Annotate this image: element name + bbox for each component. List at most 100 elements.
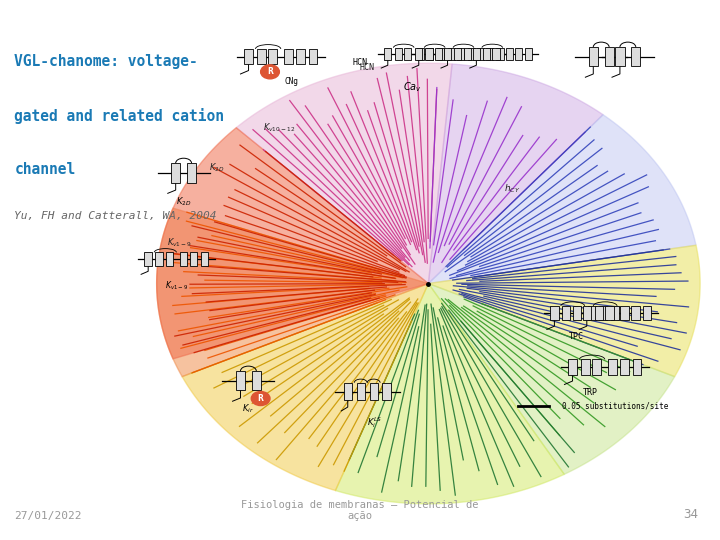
Text: $Ca_v$: $Ca_v$ — [403, 80, 422, 94]
Text: VGL-chanome: voltage-: VGL-chanome: voltage- — [14, 54, 198, 69]
Bar — [166, 252, 174, 266]
Bar — [492, 48, 500, 60]
Bar — [444, 48, 451, 60]
Text: $h_{CY}$: $h_{CY}$ — [504, 183, 521, 195]
Bar — [454, 48, 462, 60]
Text: 27/01/2022: 27/01/2022 — [14, 511, 82, 521]
Bar — [343, 383, 352, 400]
Text: R: R — [267, 68, 273, 76]
Bar — [633, 360, 642, 375]
Polygon shape — [157, 208, 428, 376]
Bar — [296, 49, 305, 64]
Bar — [631, 306, 639, 321]
Bar — [284, 49, 293, 64]
Text: 34: 34 — [683, 508, 698, 521]
Bar — [599, 306, 607, 321]
Bar — [486, 48, 493, 60]
Polygon shape — [157, 128, 428, 359]
Bar — [589, 47, 598, 66]
Bar — [356, 383, 365, 400]
Polygon shape — [336, 284, 564, 504]
Bar — [426, 48, 433, 60]
Text: Yu, FH and Catterall, WA, 2004: Yu, FH and Catterall, WA, 2004 — [14, 211, 217, 221]
Bar — [562, 306, 570, 321]
Bar — [620, 360, 629, 375]
Bar — [257, 49, 266, 64]
Bar — [236, 371, 245, 390]
Bar — [606, 306, 613, 321]
Circle shape — [261, 65, 279, 79]
Text: $K_{ir}$: $K_{ir}$ — [243, 402, 254, 415]
Polygon shape — [236, 63, 452, 284]
Bar — [395, 48, 402, 60]
Bar — [467, 48, 474, 60]
Bar — [309, 49, 318, 64]
Bar — [605, 47, 613, 66]
Text: HCN: HCN — [360, 63, 375, 72]
Text: TRP: TRP — [583, 388, 598, 397]
Bar — [435, 48, 442, 60]
Text: $K_{v1-9}$: $K_{v1-9}$ — [167, 237, 192, 249]
Bar — [179, 252, 187, 266]
Bar — [621, 306, 629, 321]
Bar — [171, 163, 180, 183]
Text: gated and related cation: gated and related cation — [14, 108, 225, 124]
Bar — [448, 48, 455, 60]
Bar — [473, 48, 480, 60]
Bar — [382, 383, 391, 400]
Bar — [384, 48, 392, 60]
Text: $K_{2D}$: $K_{2D}$ — [176, 195, 192, 208]
Bar — [144, 252, 152, 266]
Bar — [505, 48, 513, 60]
Bar — [426, 48, 433, 60]
Bar — [643, 306, 652, 321]
Polygon shape — [428, 245, 700, 376]
Text: R: R — [258, 394, 264, 403]
Bar — [464, 48, 471, 60]
Bar — [252, 371, 261, 390]
Polygon shape — [428, 64, 603, 284]
Bar — [608, 360, 617, 375]
Bar — [611, 306, 619, 321]
Bar — [525, 48, 532, 60]
Polygon shape — [428, 284, 675, 474]
Bar — [515, 48, 522, 60]
Text: TPC: TPC — [569, 332, 584, 341]
Text: $K_{v1-9}$: $K_{v1-9}$ — [165, 279, 188, 292]
Bar — [417, 48, 424, 60]
Text: CNg: CNg — [284, 77, 299, 86]
Bar — [189, 252, 197, 266]
Bar — [593, 360, 601, 375]
Bar — [415, 48, 423, 60]
Text: channel: channel — [14, 162, 76, 177]
Text: $K_i^{LS}$: $K_i^{LS}$ — [367, 415, 382, 430]
Bar — [404, 48, 411, 60]
Bar — [369, 383, 378, 400]
Bar — [595, 306, 603, 321]
Bar — [581, 360, 590, 375]
Bar — [631, 47, 640, 66]
Text: $K_{2D}$: $K_{2D}$ — [209, 161, 224, 173]
Bar — [269, 49, 277, 64]
Bar — [477, 48, 484, 60]
Text: HCN: HCN — [353, 58, 368, 66]
Bar — [588, 306, 596, 321]
Text: $K_{v10-12}$: $K_{v10-12}$ — [263, 122, 295, 134]
Bar — [457, 48, 464, 60]
Text: 0.05 substitutions/site: 0.05 substitutions/site — [562, 402, 668, 410]
Bar — [187, 163, 196, 183]
Bar — [496, 48, 503, 60]
Polygon shape — [182, 284, 428, 490]
Bar — [582, 306, 591, 321]
Bar — [436, 48, 444, 60]
Bar — [616, 47, 624, 66]
Bar — [573, 306, 581, 321]
Bar — [550, 306, 559, 321]
Polygon shape — [428, 114, 696, 284]
Bar — [201, 252, 209, 266]
Circle shape — [251, 392, 270, 406]
Text: Fisiologia de membranas – Potencial de
ação: Fisiologia de membranas – Potencial de a… — [241, 500, 479, 521]
Bar — [568, 360, 577, 375]
Bar — [244, 49, 253, 64]
Bar — [483, 48, 490, 60]
